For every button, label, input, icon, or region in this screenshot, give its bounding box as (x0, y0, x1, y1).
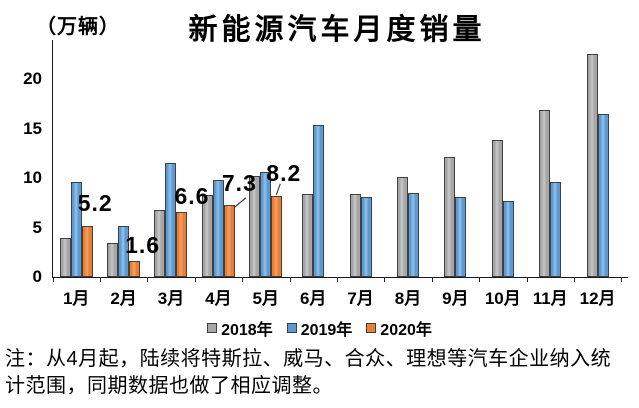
data-label-8.2: 8.2 (266, 159, 302, 186)
bar-2018年-3月 (154, 210, 166, 277)
category-cell-8月 (384, 40, 431, 277)
y-tick-label-20: 20 (23, 69, 42, 88)
plot-area: 0 5 10 15 20 1月 2月 3月 4月 5月 6月 7月 8月 9月 10月 11月 12月 5.2 1.… (23, 40, 628, 308)
category-cell-11月 (527, 40, 574, 277)
bar-2018年-11月 (539, 110, 551, 277)
bar-2019年-9月 (455, 197, 467, 277)
bar-2019年-2月 (118, 226, 130, 277)
x-tick-label-10月: 10月 (484, 289, 521, 308)
bar-2020年-3月 (176, 212, 188, 277)
x-tick-label-11月: 11月 (532, 289, 568, 308)
bar-2018年-4月 (201, 195, 213, 277)
legend-item-2020年: 2020年 (366, 316, 432, 340)
x-tick-mark (573, 278, 575, 282)
x-tick-label-6月: 6月 (299, 289, 327, 308)
legend: 2018年 2019年 2020年 (0, 316, 639, 340)
bar-2018年-1月 (59, 238, 71, 277)
legend-label-2019年: 2019年 (300, 322, 353, 339)
legend-item-2019年: 2019年 (286, 316, 353, 340)
bar-2018年-6月 (302, 194, 314, 277)
legend-label-2020年: 2020年 (380, 322, 432, 339)
bar-2019年-1月 (70, 182, 82, 277)
bar-2018年-5月 (249, 176, 261, 277)
footnote-line-1: 注：从4月起，陆续将特斯拉、威马、合众、理想等汽车企业纳入统 (5, 348, 612, 370)
category-cell-12月 (574, 40, 621, 277)
bar-2018年-10月 (491, 140, 503, 277)
bar-2018年-9月 (444, 157, 456, 277)
data-label-6.6: 6.6 (174, 182, 210, 209)
legend-swatch-2020年 (366, 323, 377, 333)
y-tick-label-5: 5 (32, 217, 42, 237)
y-axis-unit-label: （万辆） (36, 16, 120, 38)
bar-2019年-5月 (260, 172, 272, 277)
bar-2019年-10月 (502, 201, 514, 277)
bar-2019年-7月 (360, 197, 372, 277)
category-cell-3月 (147, 40, 194, 277)
category-cell-6月 (290, 40, 337, 277)
x-tick-label-12月: 12月 (579, 289, 616, 308)
y-tick-label-15: 15 (23, 118, 42, 138)
category-cell-4月 (195, 40, 242, 277)
footnote-line-2: 计范围，同期数据也做了相应调整。 (5, 375, 333, 397)
x-tick-label-8月: 8月 (394, 289, 422, 308)
x-tick-mark (147, 278, 149, 282)
x-tick-label-3月: 3月 (157, 289, 185, 308)
x-tick-mark (242, 278, 244, 282)
bar-2020年-5月 (271, 196, 283, 277)
x-axis-line (52, 277, 628, 278)
x-tick-label-4月: 4月 (205, 289, 232, 308)
category-cell-1月 (53, 40, 100, 277)
y-tick-label-0: 0 (32, 267, 42, 286)
data-label-7.3: 7.3 (221, 169, 257, 196)
x-tick-label-1月: 1月 (62, 289, 90, 308)
bar-2020年-2月 (129, 261, 141, 277)
y-axis-line (52, 40, 53, 278)
bar-2019年-3月 (165, 163, 177, 277)
bar-2018年-2月 (107, 243, 119, 277)
bar-2019年-6月 (313, 125, 325, 277)
x-tick-mark (384, 278, 386, 282)
x-tick-mark (194, 278, 196, 282)
x-tick-mark (52, 278, 54, 282)
category-cell-10月 (479, 40, 526, 277)
legend-swatch-2018年 (207, 323, 218, 333)
y-tick-label-10: 10 (23, 168, 42, 187)
category-cell-9月 (432, 40, 479, 277)
x-tick-mark (289, 278, 291, 282)
bar-2020年-4月 (223, 205, 235, 277)
chart-title: 新能源汽车月度销量 (188, 14, 486, 46)
category-cell-2月 (100, 40, 147, 277)
legend-swatch-2019年 (286, 323, 297, 333)
x-tick-label-2月: 2月 (110, 289, 137, 308)
x-tick-mark (431, 278, 433, 282)
x-tick-mark (99, 278, 101, 282)
legend-label-2018年: 2018年 (221, 322, 273, 339)
x-tick-mark (479, 278, 481, 282)
footnote: 注：从4月起，陆续将特斯拉、威马、合众、理想等汽车企业纳入统 计范围，同期数据也… (5, 346, 635, 400)
x-tick-label-5月: 5月 (252, 289, 280, 308)
bar-2019年-11月 (550, 182, 562, 277)
x-tick-mark (336, 278, 338, 282)
x-tick-mark (621, 278, 623, 282)
category-cell-5月 (242, 40, 289, 277)
bar-2018年-7月 (349, 194, 361, 277)
bar-2018年-12月 (586, 54, 598, 277)
bar-2018年-8月 (396, 177, 408, 277)
data-label-1.6: 1.6 (125, 232, 161, 259)
category-cell-7月 (337, 40, 384, 277)
bar-2020年-1月 (81, 226, 93, 277)
bar-2019年-12月 (597, 114, 609, 277)
x-tick-label-7月: 7月 (347, 289, 374, 308)
bar-2019年-8月 (407, 193, 419, 277)
x-tick-label-9月: 9月 (442, 289, 469, 308)
x-tick-mark (526, 278, 528, 282)
bar-2019年-4月 (212, 180, 224, 277)
data-label-5.2: 5.2 (77, 189, 113, 216)
legend-item-2018年: 2018年 (207, 316, 273, 340)
